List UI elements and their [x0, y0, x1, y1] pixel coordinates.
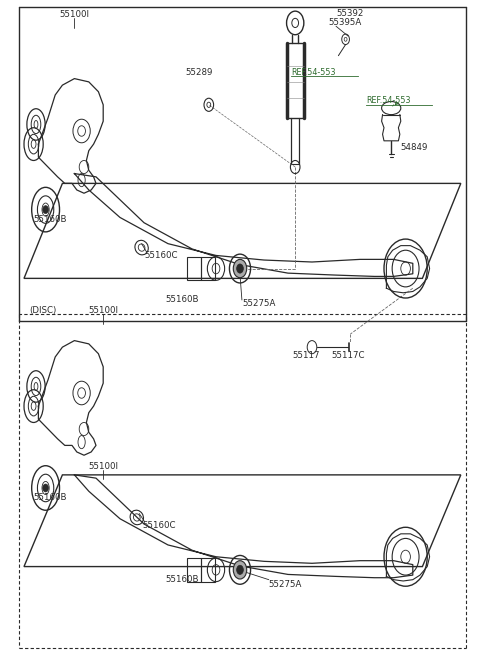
Text: 55289: 55289: [185, 67, 213, 77]
Text: 55392: 55392: [336, 9, 363, 18]
Text: (DISC): (DISC): [29, 306, 56, 315]
Text: REF.54-553: REF.54-553: [291, 67, 336, 77]
Circle shape: [237, 565, 243, 574]
Text: 55160C: 55160C: [144, 251, 178, 260]
Bar: [187, 558, 201, 582]
Bar: [201, 257, 215, 280]
Text: 55160B: 55160B: [166, 295, 199, 304]
Text: 55117: 55117: [292, 350, 320, 360]
Bar: [201, 558, 215, 582]
Text: 55160B: 55160B: [166, 574, 199, 584]
Circle shape: [233, 561, 247, 579]
Text: REF.54-553: REF.54-553: [366, 96, 410, 105]
Text: 55275A: 55275A: [269, 580, 302, 589]
Text: 55160B: 55160B: [34, 215, 67, 224]
Text: 55160C: 55160C: [142, 521, 176, 530]
Text: 55100I: 55100I: [60, 10, 89, 19]
Text: 55100I: 55100I: [88, 462, 118, 471]
Text: 55160B: 55160B: [34, 493, 67, 502]
Text: 54849: 54849: [400, 143, 428, 152]
Circle shape: [237, 264, 243, 273]
Circle shape: [43, 206, 48, 214]
Bar: [187, 257, 201, 280]
Text: 55100I: 55100I: [88, 306, 118, 315]
Circle shape: [43, 484, 48, 492]
Text: 55117C: 55117C: [332, 350, 365, 360]
Circle shape: [233, 259, 247, 278]
Text: 55275A: 55275A: [242, 299, 276, 308]
Text: 55395A: 55395A: [329, 18, 362, 27]
